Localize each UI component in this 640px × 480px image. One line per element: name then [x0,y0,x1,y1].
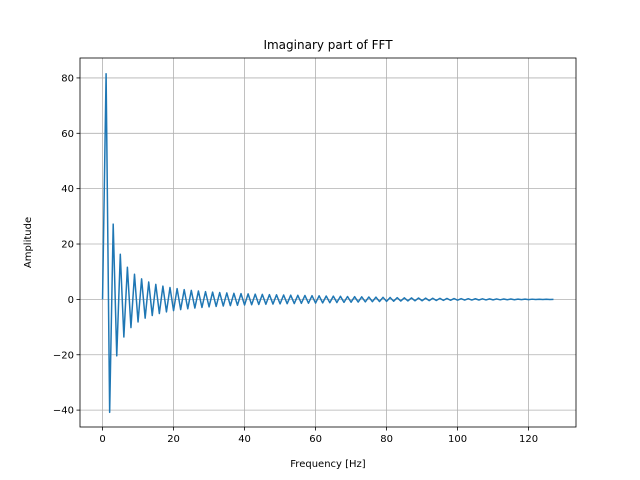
x-tick-label: 20 [167,434,180,445]
x-tick-label: 40 [238,434,251,445]
x-tick-label: 100 [448,434,467,445]
y-axis: −40 −20 0 20 40 60 80 [53,73,80,417]
x-axis-label: Frequency [Hz] [290,459,366,470]
series-layer [101,73,554,414]
y-tick-label: 0 [68,295,74,306]
y-tick-label: −40 [53,406,74,417]
x-tick-label: 60 [309,434,322,445]
chart-title: Imaginary part of FFT [263,38,393,52]
x-tick-label: 120 [519,434,538,445]
x-axis: 0 20 40 60 80 100 120 [99,427,538,445]
y-tick-label: 80 [61,73,74,84]
y-axis-label: Amplitude [23,217,34,268]
y-tick-label: 40 [61,184,74,195]
y-tick-label: 60 [61,129,74,140]
y-tick-label: −20 [53,350,74,361]
grid [80,58,576,427]
plot-frame [79,57,577,428]
series-line [101,73,554,414]
x-tick-label: 80 [380,434,393,445]
x-tick-label: 0 [99,434,105,445]
y-tick-label: 20 [61,240,74,251]
